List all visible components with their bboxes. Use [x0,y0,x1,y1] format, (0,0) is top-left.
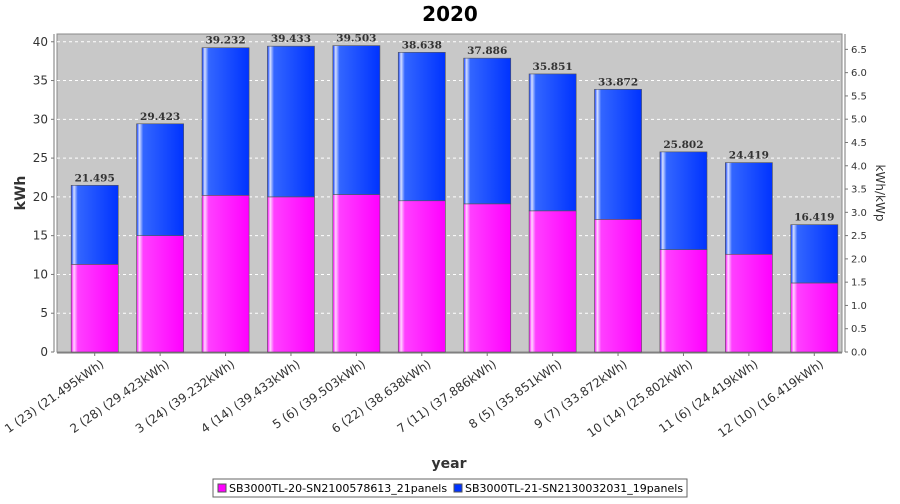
legend-box [212,478,688,498]
y2-tick-label: 1.0 [851,301,867,312]
bar-series-1 [463,203,512,353]
y2-tick-label: 4.0 [851,161,867,172]
x-tick-label: 12 (10) (16.419kWh) [715,357,826,440]
data-label: 16.419 [794,212,834,224]
data-label: 39.433 [271,33,311,45]
x-axis-label: year [432,456,467,472]
y-tick-label: 15 [33,229,48,243]
grid-lines [57,41,842,314]
y2-tick-label: 0.5 [851,324,867,335]
data-label: 21.495 [75,172,115,184]
bar-series-1 [790,282,839,353]
data-label: 24.419 [729,150,769,162]
y2-tick-label: 5.5 [851,91,867,102]
y2-tick-label: 3.0 [851,208,867,219]
legend-label-series-2: SB3000TL-21-SN2130032031_19panels [465,482,683,495]
data-label: 39.503 [336,33,376,45]
y-tick-label: 5 [40,306,48,320]
bar-series-1 [528,210,577,353]
bar-series-2 [659,151,708,250]
y-axis-left: 0 5 10 15 20 25 30 35 40 [33,34,55,359]
y2-tick-label: 6.5 [851,45,867,56]
data-label: 38.638 [402,39,442,51]
y2-tick-label: 6.0 [851,68,867,79]
bar-series-1 [201,195,250,353]
y2-axis-label: kWh/kWp [873,165,887,222]
data-label: 39.232 [205,35,245,47]
bar-series-2 [397,52,446,202]
y-tick-label: 0 [40,345,48,359]
bar-series-1 [70,264,119,353]
bar-series-1 [659,249,708,353]
y-tick-label: 35 [33,74,48,88]
bar-series-2 [528,73,577,212]
bar-series-2 [332,45,381,195]
y-tick-label: 25 [33,151,48,165]
y-axis-label: kWh [13,176,29,211]
legend-swatch-series-1 [217,483,227,493]
y2-tick-label: 0.0 [851,348,867,359]
y-tick-label: 20 [33,190,48,204]
bar-series-2 [136,123,184,236]
data-labels: 21.495 29.423 39.232 39.433 39.503 38.638 37.8… [75,33,835,224]
data-label: 25.802 [663,139,703,151]
bar-series-1 [332,194,381,353]
data-label: 33.872 [598,76,638,88]
y-tick-label: 40 [33,35,48,49]
bar-series-2 [70,184,119,265]
x-tick-label: 10 (14) (25.802kWh) [584,357,695,440]
bars [70,45,839,353]
x-axis: 1 (23) (21.495kWh)2 (28) (29.423kWh)3 (2… [2,352,842,440]
bar-series-1 [267,196,315,353]
y2-tick-label: 4.5 [851,138,867,149]
bar-series-2 [725,162,773,255]
bar-series-1 [397,200,446,353]
bar-series-1 [725,253,773,353]
y-tick-label: 10 [33,267,48,281]
bar-series-1 [136,235,184,353]
y2-tick-label: 2.0 [851,254,867,265]
bar-series-2 [463,57,512,205]
y2-tick-label: 5.0 [851,115,867,126]
y2-tick-label: 3.5 [851,185,867,196]
legend: SB3000TL-20-SN2100578613_21panels SB3000… [212,478,688,498]
bar-series-2 [201,47,250,196]
bar-series-2 [594,88,642,220]
plot-area [56,33,843,353]
chart-title: 2020 [422,2,478,26]
data-label: 37.886 [467,45,507,57]
y-axis-right: 0.0 0.5 1.0 1.5 2.0 2.5 3.0 3.5 4.0 4.5 5.0 5.5 6.0 6… [844,34,867,359]
y2-tick-label: 1.5 [851,278,867,289]
y2-tick-label: 2.5 [851,231,867,242]
legend-label-series-1: SB3000TL-20-SN2100578613_21panels [229,482,447,495]
bar-series-2 [267,45,315,198]
data-label: 29.423 [140,111,180,123]
legend-swatch-series-2 [453,483,463,493]
bar-series-1 [594,219,642,353]
data-label: 35.851 [533,61,573,73]
bar-series-2 [790,224,839,284]
y-tick-label: 30 [33,112,48,126]
